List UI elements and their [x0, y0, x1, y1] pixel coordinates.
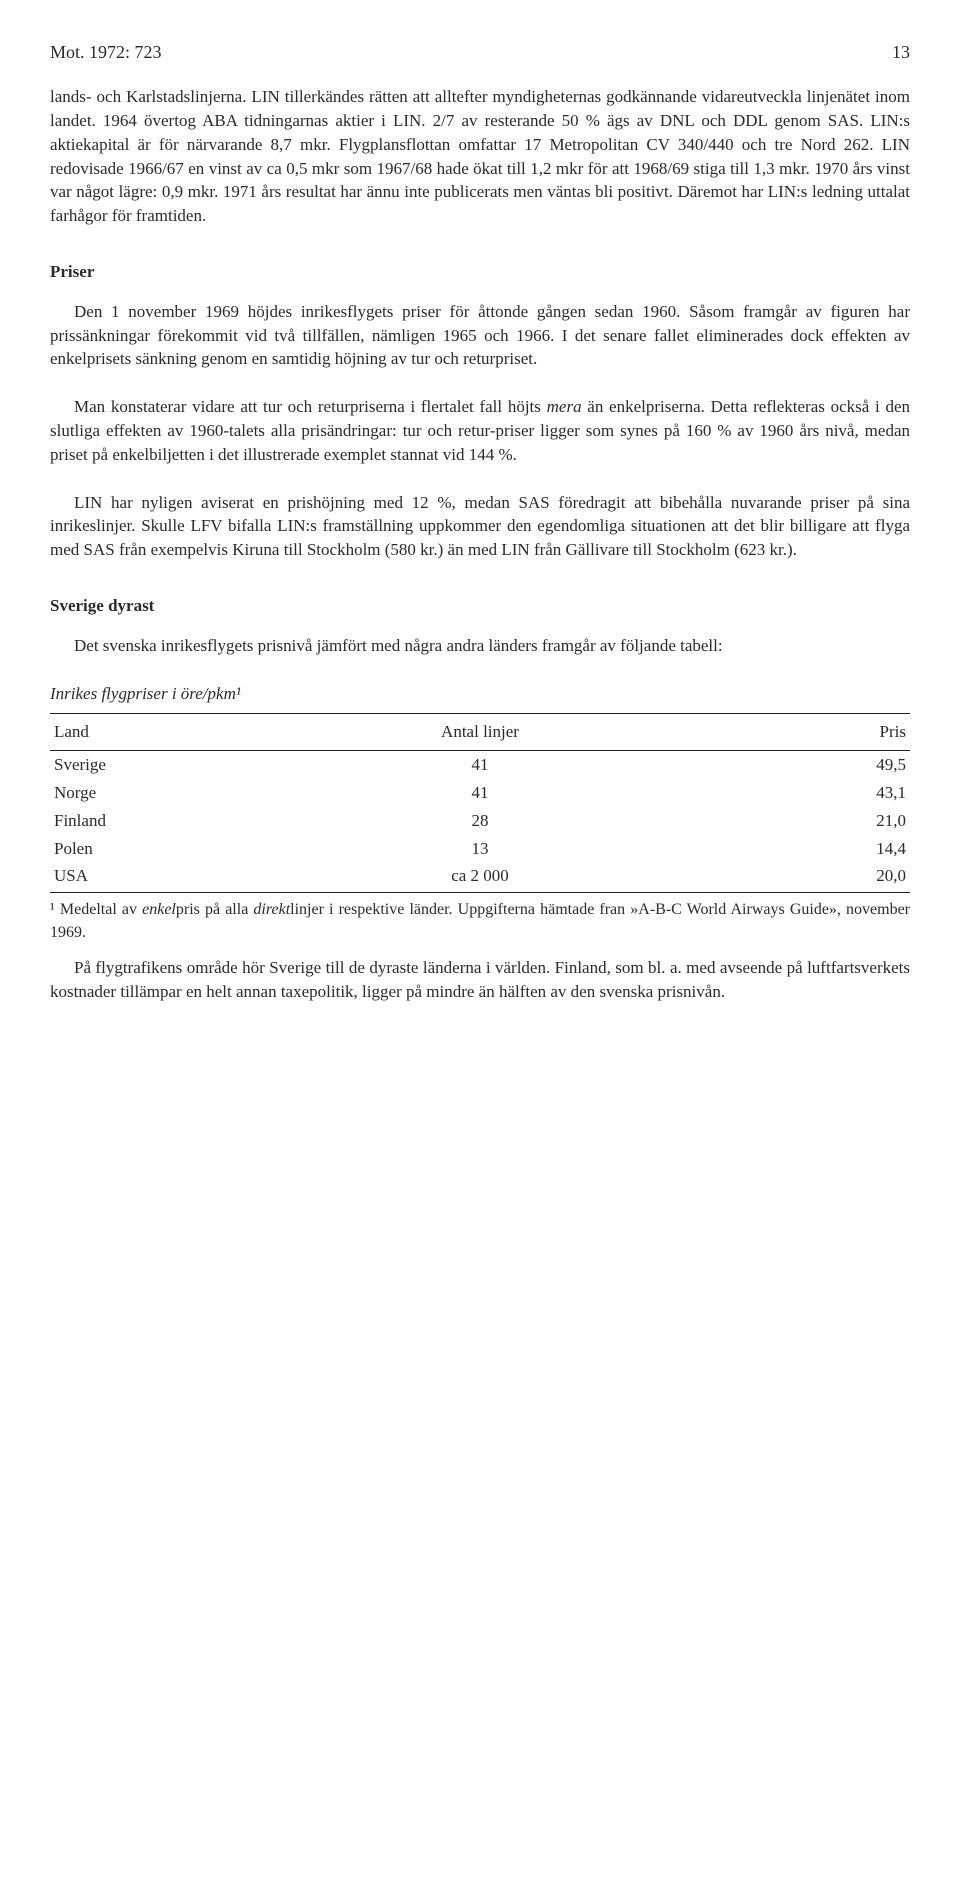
table-footnote: ¹ Medeltal av enkelpris på alla direktli…	[50, 899, 910, 944]
emphasis: mera	[547, 397, 582, 416]
table-row: Finland 28 21,0	[50, 807, 910, 835]
table-header-row: Land Antal linjer Pris	[50, 714, 910, 751]
doc-reference: Mot. 1972: 723	[50, 40, 162, 65]
col-header-pris: Pris	[652, 714, 910, 751]
cell-pris: 43,1	[652, 779, 910, 807]
cell-land: USA	[50, 862, 308, 892]
cell-antal: 41	[308, 751, 652, 779]
emphasis: enkel	[142, 901, 176, 918]
cell-pris: 14,4	[652, 835, 910, 863]
cell-pris: 21,0	[652, 807, 910, 835]
price-table: Land Antal linjer Pris Sverige 41 49,5 N…	[50, 713, 910, 893]
priser-paragraph-3: LIN har nyligen aviserat en prishöjning …	[50, 491, 910, 562]
table-row: USA ca 2 000 20,0	[50, 862, 910, 892]
section-title-sverige-dyrast: Sverige dyrast	[50, 594, 910, 618]
table-row: Norge 41 43,1	[50, 779, 910, 807]
cell-antal: 41	[308, 779, 652, 807]
col-header-land: Land	[50, 714, 308, 751]
sverige-paragraph-1: Det svenska inrikesflygets prisnivå jämf…	[50, 634, 910, 658]
table-row: Polen 13 14,4	[50, 835, 910, 863]
page-number: 13	[892, 40, 910, 65]
col-header-antal: Antal linjer	[308, 714, 652, 751]
cell-land: Finland	[50, 807, 308, 835]
emphasis: direkt	[253, 901, 290, 918]
cell-pris: 49,5	[652, 751, 910, 779]
page-header: Mot. 1972: 723 13	[50, 40, 910, 65]
section-title-priser: Priser	[50, 260, 910, 284]
body-paragraph-1: lands- och Karlstadslinjerna. LIN tiller…	[50, 85, 910, 228]
priser-paragraph-1: Den 1 november 1969 höjdes inrikesflyget…	[50, 300, 910, 371]
cell-antal: ca 2 000	[308, 862, 652, 892]
table-caption: Inrikes flygpriser i öre/pkm¹	[50, 682, 910, 706]
cell-antal: 13	[308, 835, 652, 863]
cell-land: Norge	[50, 779, 308, 807]
table-row: Sverige 41 49,5	[50, 751, 910, 779]
priser-paragraph-2: Man konstaterar vidare att tur och retur…	[50, 395, 910, 466]
text-run: ¹ Medeltal av	[50, 901, 142, 918]
cell-antal: 28	[308, 807, 652, 835]
cell-pris: 20,0	[652, 862, 910, 892]
cell-land: Polen	[50, 835, 308, 863]
cell-land: Sverige	[50, 751, 308, 779]
text-run: pris på alla	[176, 901, 254, 918]
sverige-paragraph-2: På flygtrafikens område hör Sverige till…	[50, 956, 910, 1004]
text-run: Man konstaterar vidare att tur och retur…	[74, 397, 547, 416]
